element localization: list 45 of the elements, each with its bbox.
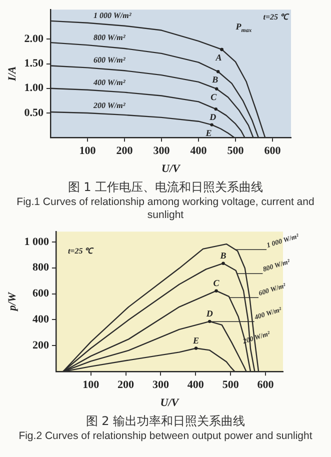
x-tick-label: 600 [264, 145, 282, 158]
x-tick-label: 100 [79, 145, 96, 158]
x-tick-label: 200 [116, 145, 134, 158]
text: Fig.2 Curves of relationship between output power and sunlight [18, 430, 314, 443]
y-axis-title: p/W [6, 291, 18, 312]
y-tick-label: 600 [32, 288, 50, 300]
annotation: A [214, 52, 222, 62]
series-label: 200 W/m² [92, 100, 126, 110]
x-axis-title: U/V [162, 163, 182, 176]
y-tick-label: 1 000 [24, 236, 50, 248]
annotation: E [204, 128, 212, 138]
x-tick-label: 400 [190, 145, 208, 158]
series-label: 600 W/m² [93, 56, 126, 65]
y-axis-title: I/A [6, 66, 18, 82]
annotation: D [205, 308, 214, 318]
text: Fig.1 Curves of relationship among working voltage, current and sunlight [16, 196, 316, 222]
y-tick-label: 2.00 [24, 32, 44, 45]
y-tick-label: 400 [32, 314, 50, 326]
x-tick-label: 400 [187, 379, 204, 392]
annotation: C [210, 92, 218, 102]
annotation: B [211, 74, 218, 85]
text: 图 1 工作电压、电流和日照关系曲线 [66, 179, 264, 196]
y-tick-label: 1.00 [24, 82, 44, 94]
x-tick-label: 600 [257, 379, 274, 392]
x-tick-label: 200 [118, 379, 135, 392]
y-tick-label: 0.50 [24, 106, 44, 119]
x-tick-label: 300 [152, 379, 170, 392]
x-tick-label: 500 [227, 145, 244, 158]
y-tick-label: 1.50 [24, 58, 44, 70]
x-tick-label: 500 [222, 379, 240, 392]
y-tick-label: 800 [32, 262, 50, 274]
series-label: 400 W/m² [92, 78, 126, 87]
x-tick-label: 300 [153, 145, 170, 158]
annotation: B [219, 250, 226, 260]
series-label: 1 000 W/m² [93, 10, 132, 20]
x-axis-title: U/V [160, 397, 180, 410]
annotation: C [213, 278, 220, 288]
y-tick-label: 200 [32, 340, 50, 352]
annotation: t=25 ℃ [68, 246, 95, 256]
annotation: t=25 ℃ [263, 12, 290, 22]
annotation: E [192, 335, 200, 346]
text: 图 2 输出功率和日照关系曲线 [84, 413, 246, 430]
x-tick-label: 100 [82, 379, 100, 392]
annotation: D [208, 112, 217, 122]
series-label: 800 W/m² [93, 33, 126, 42]
